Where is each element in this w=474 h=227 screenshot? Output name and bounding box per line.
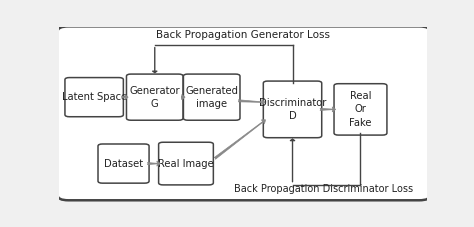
- FancyBboxPatch shape: [65, 78, 123, 117]
- Text: Real Image: Real Image: [158, 159, 214, 169]
- Text: Dataset: Dataset: [104, 159, 143, 169]
- Text: Generator
G: Generator G: [129, 86, 180, 109]
- Text: Latent Space: Latent Space: [62, 92, 127, 102]
- FancyBboxPatch shape: [127, 74, 183, 120]
- Text: Back Propagation Generator Loss: Back Propagation Generator Loss: [156, 30, 330, 40]
- Text: Discriminator
D: Discriminator D: [259, 98, 326, 121]
- FancyBboxPatch shape: [98, 144, 149, 183]
- Text: Back Propagation Discriminator Loss: Back Propagation Discriminator Loss: [234, 184, 413, 194]
- FancyBboxPatch shape: [159, 142, 213, 185]
- FancyBboxPatch shape: [57, 26, 430, 200]
- FancyBboxPatch shape: [264, 81, 322, 138]
- Text: Generated
image: Generated image: [185, 86, 238, 109]
- Text: Real
Or
Fake: Real Or Fake: [349, 91, 372, 128]
- FancyBboxPatch shape: [183, 74, 240, 120]
- FancyBboxPatch shape: [334, 84, 387, 135]
